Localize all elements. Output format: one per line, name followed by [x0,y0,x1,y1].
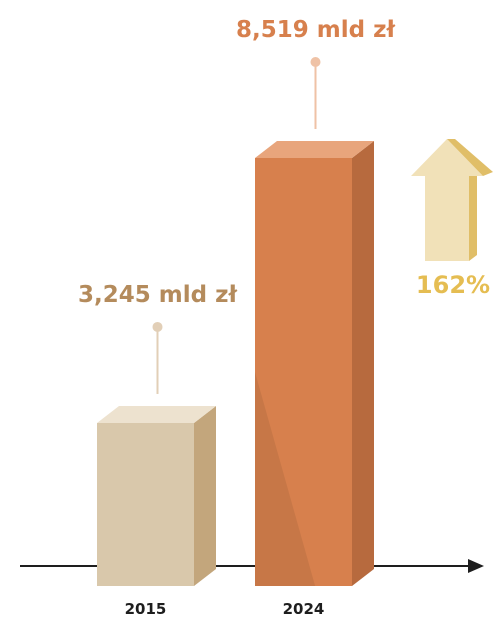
bars-group [97,141,374,586]
category-label-2015: 2015 [125,600,167,617]
bar-front-2024 [255,158,352,586]
bar-shade-2024 [255,372,316,586]
bar-2024 [255,141,374,586]
category-label-2024: 2024 [283,600,325,617]
growth-percentage-label: 162% [416,271,490,299]
x-axis-arrowhead [468,559,484,573]
growth-arrow-shaft [425,176,469,261]
growth-arrow-icon [411,139,493,261]
growth-arrow-head [411,139,483,176]
bar-side-2024 [352,141,374,586]
value-label-2015: 3,245 mld zł [78,282,237,308]
bar-2015 [97,405,216,586]
bar-top-2024 [255,141,374,158]
connectors-group [152,57,321,394]
value-label-2024: 8,519 mld zł [236,17,395,43]
growth-arrow-shaft-side [469,170,477,261]
connector-dot-2015 [152,321,163,332]
bar-side-2015 [194,405,216,586]
bar-top-2015 [97,405,216,423]
bar-front-2015 [97,422,194,586]
growth-arrow-head-side [447,139,493,176]
connector-dot-2024 [310,57,321,67]
